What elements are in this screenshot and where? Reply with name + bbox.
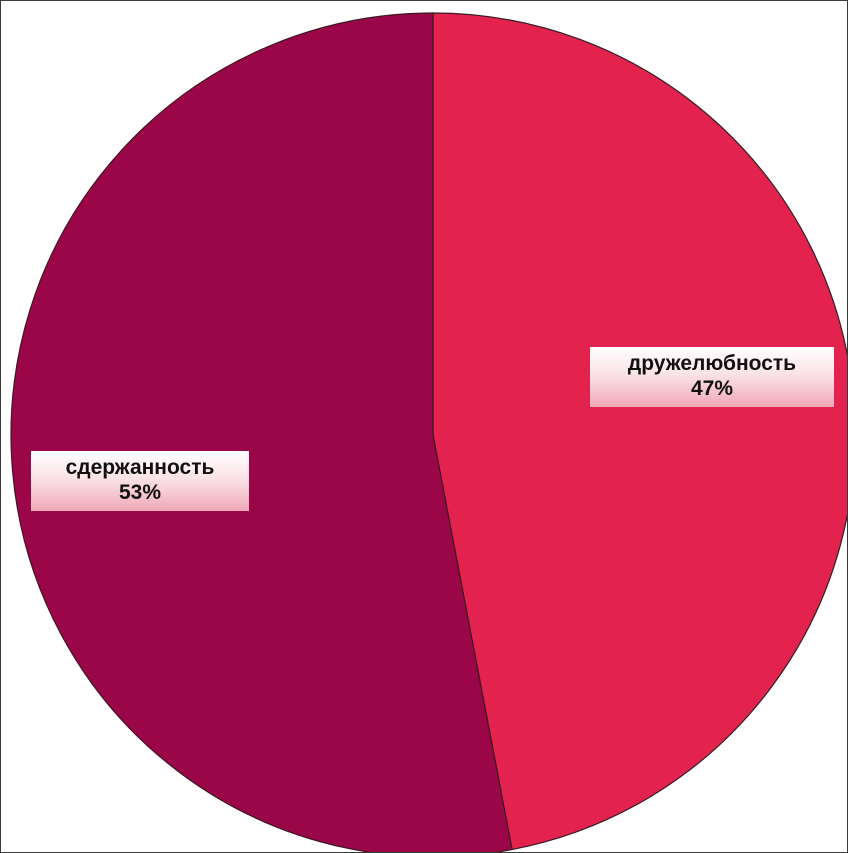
pie-slice-0: [432, 12, 847, 851]
pie-slice-1: [10, 12, 513, 852]
slice-name-label: сдержанность: [65, 456, 215, 479]
slice-value-label: 47%: [690, 377, 734, 400]
data-label-sderzhannost: сдержанность 53%: [31, 451, 249, 511]
slice-name-label: дружелюбность: [627, 352, 797, 375]
slice-value-label: 53%: [118, 481, 162, 504]
data-label-druzhelyubnost: дружелюбность 47%: [590, 347, 834, 407]
